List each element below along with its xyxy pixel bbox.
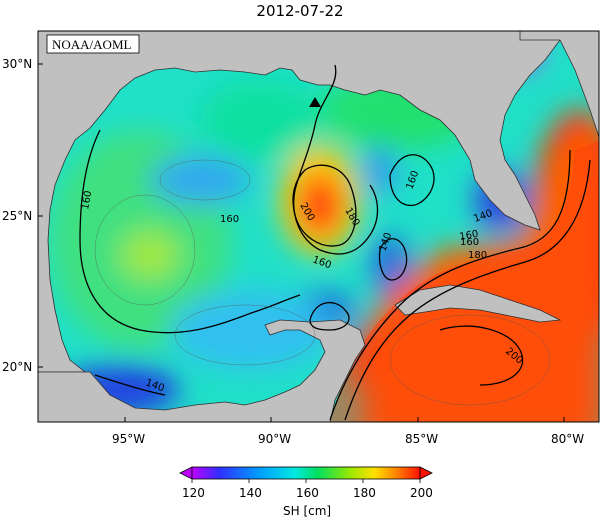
colorbar-tick: 140 — [239, 486, 262, 500]
colorbar-bar — [191, 466, 421, 480]
lon-tick-label: 95°W — [112, 432, 145, 446]
thin-contour — [94, 194, 196, 306]
colorbar-tick: 200 — [410, 486, 433, 500]
thin-contour — [174, 304, 316, 366]
lat-tick-label: 25°N — [2, 209, 32, 223]
us-coast-land — [38, 31, 599, 373]
cuba-land — [394, 284, 562, 323]
thin-contour — [389, 314, 551, 406]
lon-tick-label: 80°W — [551, 432, 584, 446]
map-frame — [37, 30, 600, 423]
lat-tick-label: 20°N — [2, 360, 32, 374]
contour-label: 160 — [460, 237, 479, 248]
colorbar-tick: 120 — [182, 486, 205, 500]
colorbar-max-arrow — [419, 466, 433, 480]
buoy-triangle-icon — [309, 97, 321, 107]
contour-140-east — [378, 238, 408, 281]
page-title: 2012-07-22 — [256, 2, 344, 20]
colorbar-tick: 180 — [353, 486, 376, 500]
contour-label: 160 — [459, 229, 480, 243]
colorbar: 120 140 160 180 200 SH [cm] — [179, 466, 433, 518]
contour-180 — [344, 159, 591, 421]
lon-tick-label: 85°W — [405, 432, 438, 446]
credit-label: NOAA/AOML — [52, 37, 132, 52]
credit-box — [46, 34, 140, 54]
thin-contour — [159, 159, 251, 201]
contour-140-south — [309, 301, 350, 331]
contour-label: 160 — [80, 190, 94, 211]
contour-140-sw — [94, 374, 166, 396]
contour-label: 160 — [220, 214, 239, 225]
florida-land — [519, 31, 599, 139]
contour-160-loop — [329, 149, 571, 421]
warm-band — [330, 140, 599, 422]
contour-160-west — [79, 129, 301, 334]
contour-200-east — [439, 325, 524, 386]
colorbar-tick: 160 — [296, 486, 319, 500]
colorbar-label: SH [cm] — [283, 504, 331, 518]
contour-label: 180 — [468, 250, 487, 261]
lon-tick-label: 90°W — [258, 432, 291, 446]
contour-160-east — [389, 154, 435, 207]
lat-tick-label: 30°N — [2, 57, 32, 71]
mexico-land — [38, 319, 366, 422]
contour-200 — [292, 164, 357, 247]
colorbar-min-arrow — [179, 466, 193, 480]
